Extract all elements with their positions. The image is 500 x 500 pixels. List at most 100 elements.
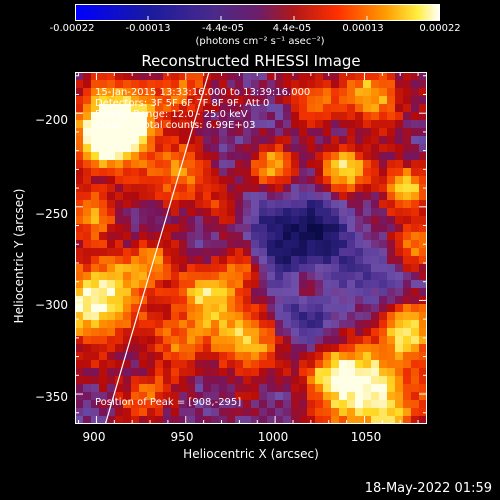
heatmap-cell [203,192,212,201]
heatmap-cell [395,312,404,321]
heatmap-cell [139,416,148,424]
heatmap-cell [187,256,196,265]
heatmap-cell [147,208,156,217]
heatmap-cell [155,192,164,201]
heatmap-cell [291,384,300,393]
heatmap-cell [275,104,284,113]
heatmap-cell [291,88,300,97]
heatmap-cell [83,392,92,401]
heatmap-cell [163,128,172,137]
heatmap-cell [339,80,348,89]
heatmap-cell [179,112,188,121]
heatmap-cell [99,392,108,401]
heatmap-cell [371,112,380,121]
heatmap-cell [347,176,356,185]
heatmap-plot [75,72,427,424]
heatmap-cell [187,416,196,424]
heatmap-cell [355,192,364,201]
heatmap-cell [395,336,404,345]
heatmap-cell [419,320,427,329]
heatmap-cell [83,408,92,417]
heatmap-cell [139,328,148,337]
heatmap-cell [379,272,388,281]
heatmap-cell [419,416,427,424]
heatmap-cell [107,184,116,193]
heatmap-cell [171,360,180,369]
heatmap-cell [227,144,236,153]
heatmap-cell [243,416,252,424]
heatmap-cell [75,320,84,329]
heatmap-cell [155,80,164,89]
heatmap-cell [155,184,164,193]
heatmap-cell [83,368,92,377]
heatmap-cell [227,224,236,233]
heatmap-cell [299,136,308,145]
heatmap-cell [227,416,236,424]
heatmap-cell [171,368,180,377]
heatmap-cell [259,384,268,393]
heatmap-cell [147,168,156,177]
heatmap-cell [107,296,116,305]
heatmap-cell [123,288,132,297]
heatmap-cell [299,160,308,169]
heatmap-cell [235,272,244,281]
heatmap-cell [315,416,324,424]
heatmap-cell [395,184,404,193]
heatmap-cell [83,400,92,409]
heatmap-cell [307,336,316,345]
heatmap-cell [299,384,308,393]
heatmap-cell [291,408,300,417]
heatmap-cell [99,328,108,337]
heatmap-cell [291,376,300,385]
heatmap-cell [419,384,427,393]
heatmap-cell [179,120,188,129]
heatmap-cell [315,296,324,305]
heatmap-cell [147,368,156,377]
heatmap-cell [331,224,340,233]
heatmap-cell [411,384,420,393]
heatmap-cell [83,320,92,329]
heatmap-cell [363,208,372,217]
heatmap-cell [203,336,212,345]
heatmap-cell [331,296,340,305]
heatmap-cell [355,96,364,105]
heatmap-cell [331,80,340,89]
heatmap-cell [83,120,92,129]
heatmap-cell [339,312,348,321]
heatmap-cell [347,400,356,409]
heatmap-cell [339,320,348,329]
heatmap-cell [379,360,388,369]
heatmap-cell [331,176,340,185]
heatmap-cell [75,128,84,137]
heatmap-cell [75,408,84,417]
heatmap-cell [211,328,220,337]
heatmap-cell [275,240,284,249]
heatmap-cell [83,328,92,337]
heatmap-cell [411,96,420,105]
heatmap-cell [299,224,308,233]
heatmap-cell [347,120,356,129]
heatmap-cell [355,248,364,257]
heatmap-cell [171,400,180,409]
heatmap-cell [171,344,180,353]
heatmap-cell [371,416,380,424]
heatmap-cell [195,136,204,145]
heatmap-cell [107,352,116,361]
heatmap-cell [371,192,380,201]
heatmap-cell [379,88,388,97]
heatmap-cell [347,368,356,377]
heatmap-cell [387,208,396,217]
heatmap-cell [315,392,324,401]
heatmap-cell [91,248,100,257]
heatmap-cell [235,352,244,361]
heatmap-cell [291,96,300,105]
heatmap-cell [379,120,388,129]
heatmap-cell [395,88,404,97]
heatmap-cell [347,216,356,225]
heatmap-cell [267,280,276,289]
heatmap-cell [403,128,412,137]
heatmap-cell [411,240,420,249]
heatmap-cell [315,288,324,297]
heatmap-cell [75,208,84,217]
heatmap-cell [291,160,300,169]
